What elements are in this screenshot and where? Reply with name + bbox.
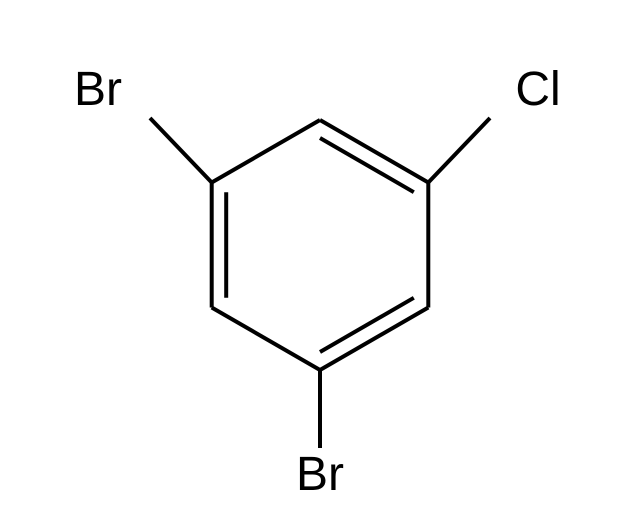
bond-c3-c4-outer xyxy=(320,308,428,371)
bond-c6-br xyxy=(150,118,212,183)
bond-c4-c5 xyxy=(212,308,320,371)
label-br-top-left: Br xyxy=(74,63,122,116)
bond-c2-cl xyxy=(428,118,490,183)
bond-c6-c1 xyxy=(212,120,320,183)
molecule-diagram: Br Cl Br xyxy=(0,0,640,514)
bond-c1-c2-outer xyxy=(320,120,428,183)
label-cl-top-right: Cl xyxy=(515,63,560,116)
substituent-bonds xyxy=(150,118,490,448)
atom-labels: Br Cl Br xyxy=(74,63,561,501)
label-br-bottom: Br xyxy=(296,448,344,501)
benzene-ring xyxy=(212,120,429,370)
